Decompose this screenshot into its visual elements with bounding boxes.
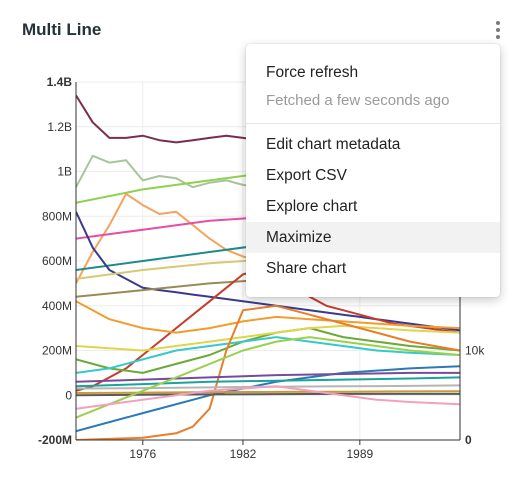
y-left-tick-label: 800M bbox=[42, 209, 72, 223]
series-line-12 bbox=[76, 336, 460, 374]
x-tick-label: 1982 bbox=[230, 447, 257, 461]
y-left-tick-label: 200M bbox=[42, 344, 72, 358]
y-right-tick-label: 10k bbox=[465, 344, 485, 358]
menu-divider bbox=[246, 123, 500, 124]
edit-chart-metadata-menu-item[interactable]: Edit chart metadata bbox=[266, 136, 401, 153]
series-line-14 bbox=[76, 365, 460, 433]
series-line-19 bbox=[76, 390, 460, 394]
y-left-tick-label: 400M bbox=[42, 299, 72, 313]
series-line-22 bbox=[76, 385, 460, 410]
chart-axes: -200M0200M400M600M800M1B1.2B1.4B010k20k3… bbox=[38, 75, 485, 461]
series-line-16 bbox=[76, 371, 460, 383]
maximize-menu-item[interactable]: Maximize bbox=[246, 222, 500, 253]
force-refresh-menu-item[interactable]: Force refresh bbox=[266, 64, 359, 81]
y-right-tick-label: 0 bbox=[465, 433, 472, 447]
fetched-status-text: Fetched a few seconds ago bbox=[266, 92, 450, 109]
share-chart-menu-item[interactable]: Share chart bbox=[266, 260, 347, 277]
y-left-tick-label: -200M bbox=[38, 433, 72, 447]
series-line-15 bbox=[76, 304, 460, 440]
export-csv-menu-item[interactable]: Export CSV bbox=[266, 167, 347, 184]
explore-chart-menu-item[interactable]: Explore chart bbox=[266, 198, 358, 215]
x-tick-label: 1989 bbox=[346, 447, 373, 461]
series-line-6 bbox=[76, 211, 460, 332]
more-options-icon[interactable] bbox=[490, 20, 506, 44]
chart-options-menu: Force refresh Fetched a few seconds ago … bbox=[246, 44, 500, 297]
y-left-tick-label: 1B bbox=[57, 165, 72, 179]
y-left-tick-label: 600M bbox=[42, 254, 72, 268]
series-line-20 bbox=[76, 392, 460, 397]
series-line-17 bbox=[76, 376, 460, 388]
y-left-tick-label: 1.4B bbox=[47, 75, 73, 89]
y-left-tick-label: 1.2B bbox=[47, 120, 72, 134]
x-tick-label: 1976 bbox=[129, 447, 156, 461]
series-line-21 bbox=[76, 336, 460, 419]
y-left-tick-label: 0 bbox=[65, 388, 72, 402]
series-line-13 bbox=[76, 324, 460, 352]
chart-title: Multi Line bbox=[22, 20, 102, 39]
series-line-10 bbox=[76, 300, 460, 334]
series-line-11 bbox=[76, 327, 460, 374]
